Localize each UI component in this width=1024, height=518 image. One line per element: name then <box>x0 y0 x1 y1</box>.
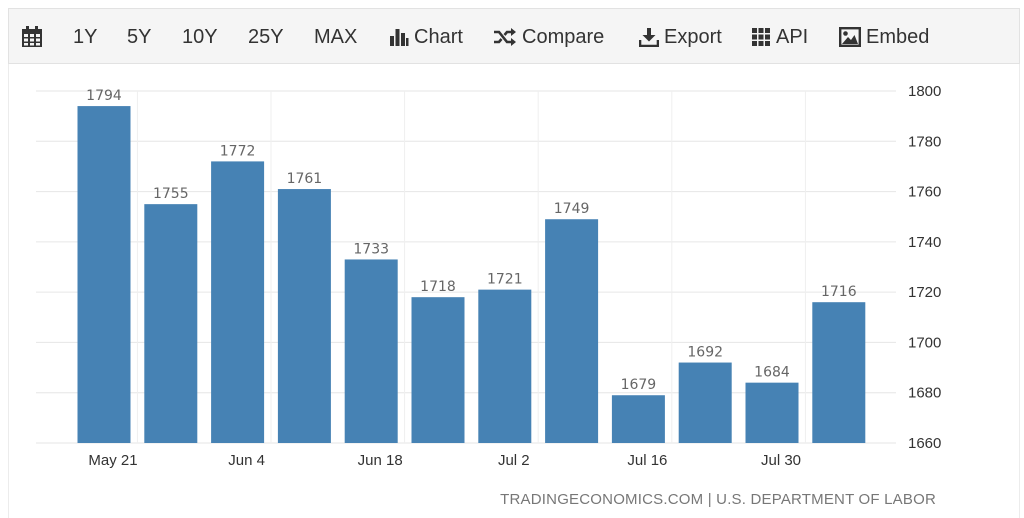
range-10y-button[interactable]: 10Y <box>182 25 218 48</box>
bar <box>344 259 398 443</box>
grid-icon <box>751 27 771 47</box>
x-tick-label: Jun 18 <box>358 452 403 469</box>
compare-button[interactable]: Compare <box>493 9 604 65</box>
bar <box>144 204 198 443</box>
bar <box>77 106 131 443</box>
export-label: Export <box>664 25 722 48</box>
export-button[interactable]: Export <box>639 9 722 65</box>
data-label: 1716 <box>821 284 857 300</box>
x-tick-label: Jul 2 <box>498 452 530 469</box>
y-tick-label: 1780 <box>908 133 941 150</box>
bar-chart: 1660 1680 1700 1720 1740 1760 1780 1800 1794 1755… <box>36 83 941 469</box>
y-tick-label: 1800 <box>908 83 941 100</box>
y-tick-label: 1720 <box>908 284 941 301</box>
chart-area <box>8 64 1020 518</box>
bar <box>545 219 599 443</box>
range-5y-button[interactable]: 5Y <box>127 25 152 48</box>
bar <box>478 289 532 443</box>
embed-label: Embed <box>866 25 930 48</box>
bar <box>812 302 866 443</box>
data-label: 1679 <box>621 377 657 393</box>
data-label: 1692 <box>687 345 723 361</box>
calendar-icon[interactable] <box>21 9 43 65</box>
source-credit[interactable]: TRADINGECONOMICS.COM | U.S. DEPARTMENT O… <box>500 491 936 508</box>
data-label: 1721 <box>487 272 523 288</box>
y-tick-label: 1760 <box>908 184 941 201</box>
data-label: 1761 <box>287 171 323 187</box>
data-label: 1733 <box>353 241 389 257</box>
data-label: 1718 <box>420 279 456 295</box>
data-label: 1772 <box>220 143 256 159</box>
embed-button[interactable]: Embed <box>839 9 929 65</box>
bar <box>277 189 331 443</box>
range-max-button[interactable]: MAX <box>314 25 358 48</box>
data-label: 1749 <box>554 201 590 217</box>
data-label: 1794 <box>86 88 122 104</box>
range-1y-button[interactable]: 1Y <box>73 25 98 48</box>
bar <box>745 382 799 443</box>
bar <box>678 362 732 443</box>
y-tick-label: 1660 <box>908 435 941 452</box>
download-icon <box>639 27 659 47</box>
x-tick-label: Jul 16 <box>627 452 667 469</box>
api-label: API <box>776 25 809 48</box>
bar <box>611 395 665 443</box>
shuffle-icon <box>493 27 517 47</box>
x-tick-label: May 21 <box>88 452 137 469</box>
y-tick-label: 1740 <box>908 234 941 251</box>
chart-toolbar: 1Y 5Y 10Y 25Y MAX Chart Compare <box>8 8 1020 64</box>
bar <box>211 161 265 443</box>
bar-chart-icon <box>389 27 409 47</box>
y-tick-label: 1680 <box>908 385 941 402</box>
data-label: 1755 <box>153 186 189 202</box>
data-label: 1684 <box>754 365 790 381</box>
compare-label: Compare <box>522 25 605 48</box>
image-icon <box>839 27 861 47</box>
chart-label: Chart <box>414 25 463 48</box>
api-button[interactable]: API <box>751 9 808 65</box>
range-25y-button[interactable]: 25Y <box>248 25 284 48</box>
y-tick-label: 1700 <box>908 334 941 351</box>
chart-button[interactable]: Chart <box>389 9 463 65</box>
x-tick-label: Jul 30 <box>761 452 801 469</box>
bar <box>411 297 465 443</box>
x-tick-label: Jun 4 <box>228 452 265 469</box>
